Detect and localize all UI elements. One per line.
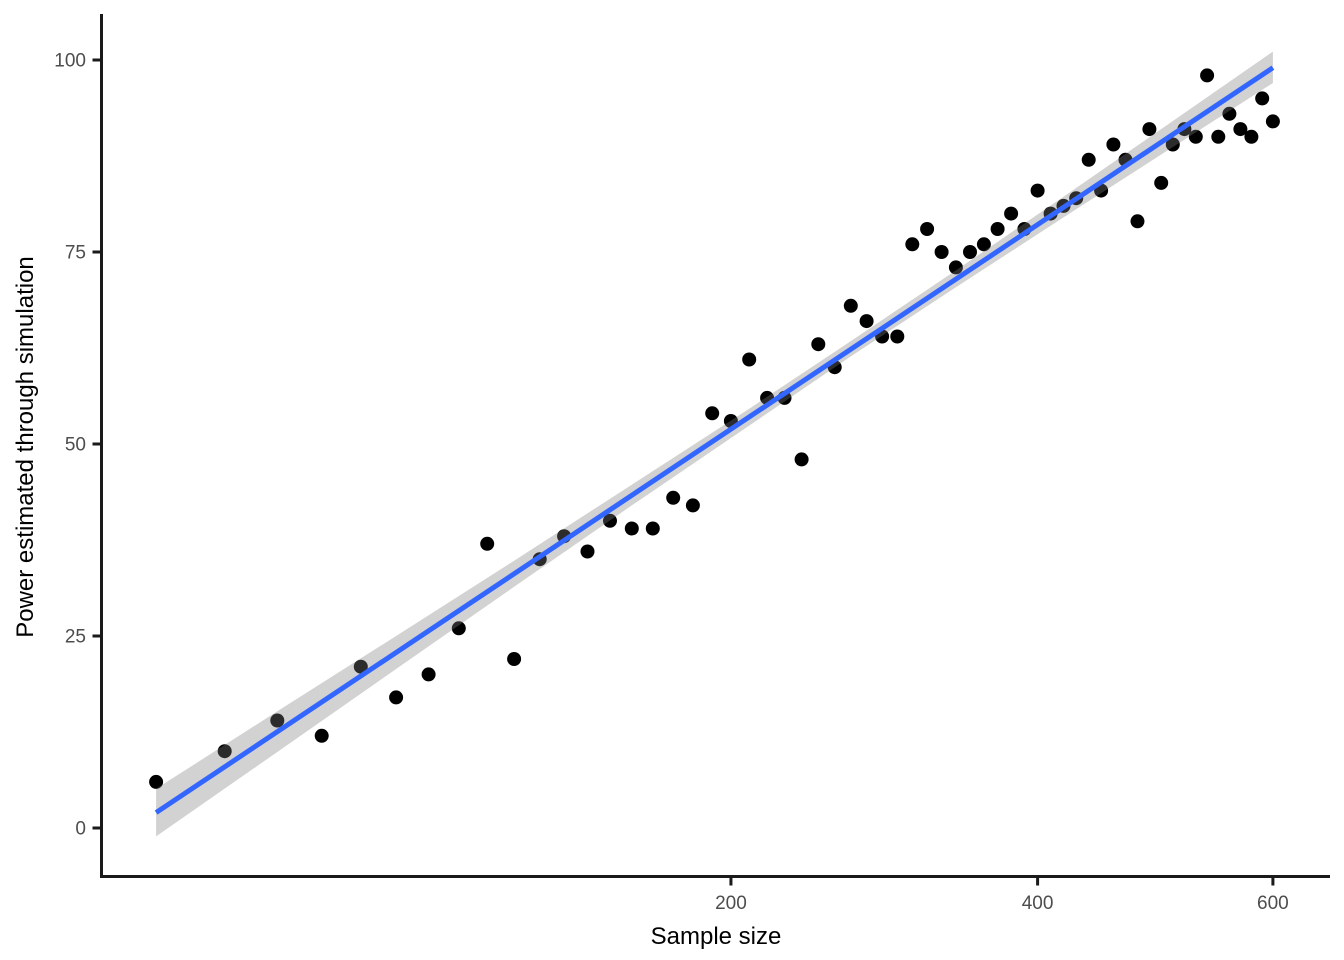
- data-point: [1154, 175, 1169, 190]
- data-point: [685, 498, 700, 513]
- data-point: [905, 237, 920, 252]
- data-point: [217, 744, 232, 759]
- y-tick-label: 100: [54, 51, 86, 72]
- regression-line-layer: [154, 65, 1275, 815]
- confidence-band-layer: [156, 51, 1273, 837]
- confidence-band: [156, 51, 1273, 837]
- regression-line: [154, 65, 1275, 815]
- data-point: [811, 337, 826, 352]
- data-point: [1188, 129, 1203, 144]
- x-tick-label: 400: [1022, 893, 1054, 914]
- axes-layer: [100, 14, 1330, 878]
- data-point: [1004, 206, 1019, 221]
- data-point: [580, 544, 595, 559]
- data-point: [963, 245, 977, 259]
- data-point: [1233, 122, 1248, 137]
- y-tick-label: 25: [65, 627, 86, 648]
- data-point: [1211, 129, 1226, 144]
- data-point: [451, 621, 466, 636]
- data-point: [990, 222, 1005, 236]
- y-tick-label: 75: [65, 243, 86, 264]
- data-point: [389, 690, 404, 705]
- data-point: [890, 329, 905, 344]
- data-point: [920, 222, 935, 236]
- data-point: [1255, 91, 1270, 106]
- data-point: [859, 314, 874, 329]
- data-point: [1265, 114, 1280, 129]
- data-point: [1130, 214, 1145, 229]
- data-point: [666, 490, 681, 505]
- data-point: [794, 452, 809, 467]
- data-point: [1106, 137, 1121, 152]
- data-point: [1244, 129, 1259, 144]
- scatter-points-layer: [149, 68, 1280, 789]
- data-point: [934, 245, 949, 259]
- data-point: [314, 728, 329, 743]
- data-point: [742, 352, 757, 367]
- data-point: [1081, 152, 1096, 167]
- data-point: [705, 406, 720, 421]
- y-tick-label: 50: [65, 435, 86, 456]
- data-point: [843, 298, 858, 313]
- data-point: [421, 667, 436, 682]
- data-point: [948, 260, 963, 275]
- data-point: [270, 713, 285, 728]
- data-point: [1165, 137, 1180, 152]
- data-point: [624, 521, 639, 536]
- data-point: [645, 521, 660, 536]
- ticks-layer: 0 25 50 75 100 200 400 600: [54, 51, 1288, 915]
- data-point: [353, 659, 368, 674]
- x-axis-title: Sample size: [651, 923, 782, 950]
- data-point: [507, 652, 522, 666]
- data-point: [976, 237, 991, 252]
- data-point: [1030, 183, 1045, 198]
- data-point: [149, 774, 164, 789]
- data-point: [603, 513, 617, 528]
- data-point: [1142, 122, 1157, 137]
- data-point: [480, 536, 495, 551]
- x-tick-label: 600: [1257, 893, 1289, 914]
- y-axis-title: Power estimated through simulation: [12, 256, 39, 638]
- data-point: [1200, 68, 1215, 83]
- y-tick-label: 0: [75, 819, 86, 840]
- x-tick-label: 200: [715, 893, 747, 914]
- data-point: [1222, 106, 1237, 121]
